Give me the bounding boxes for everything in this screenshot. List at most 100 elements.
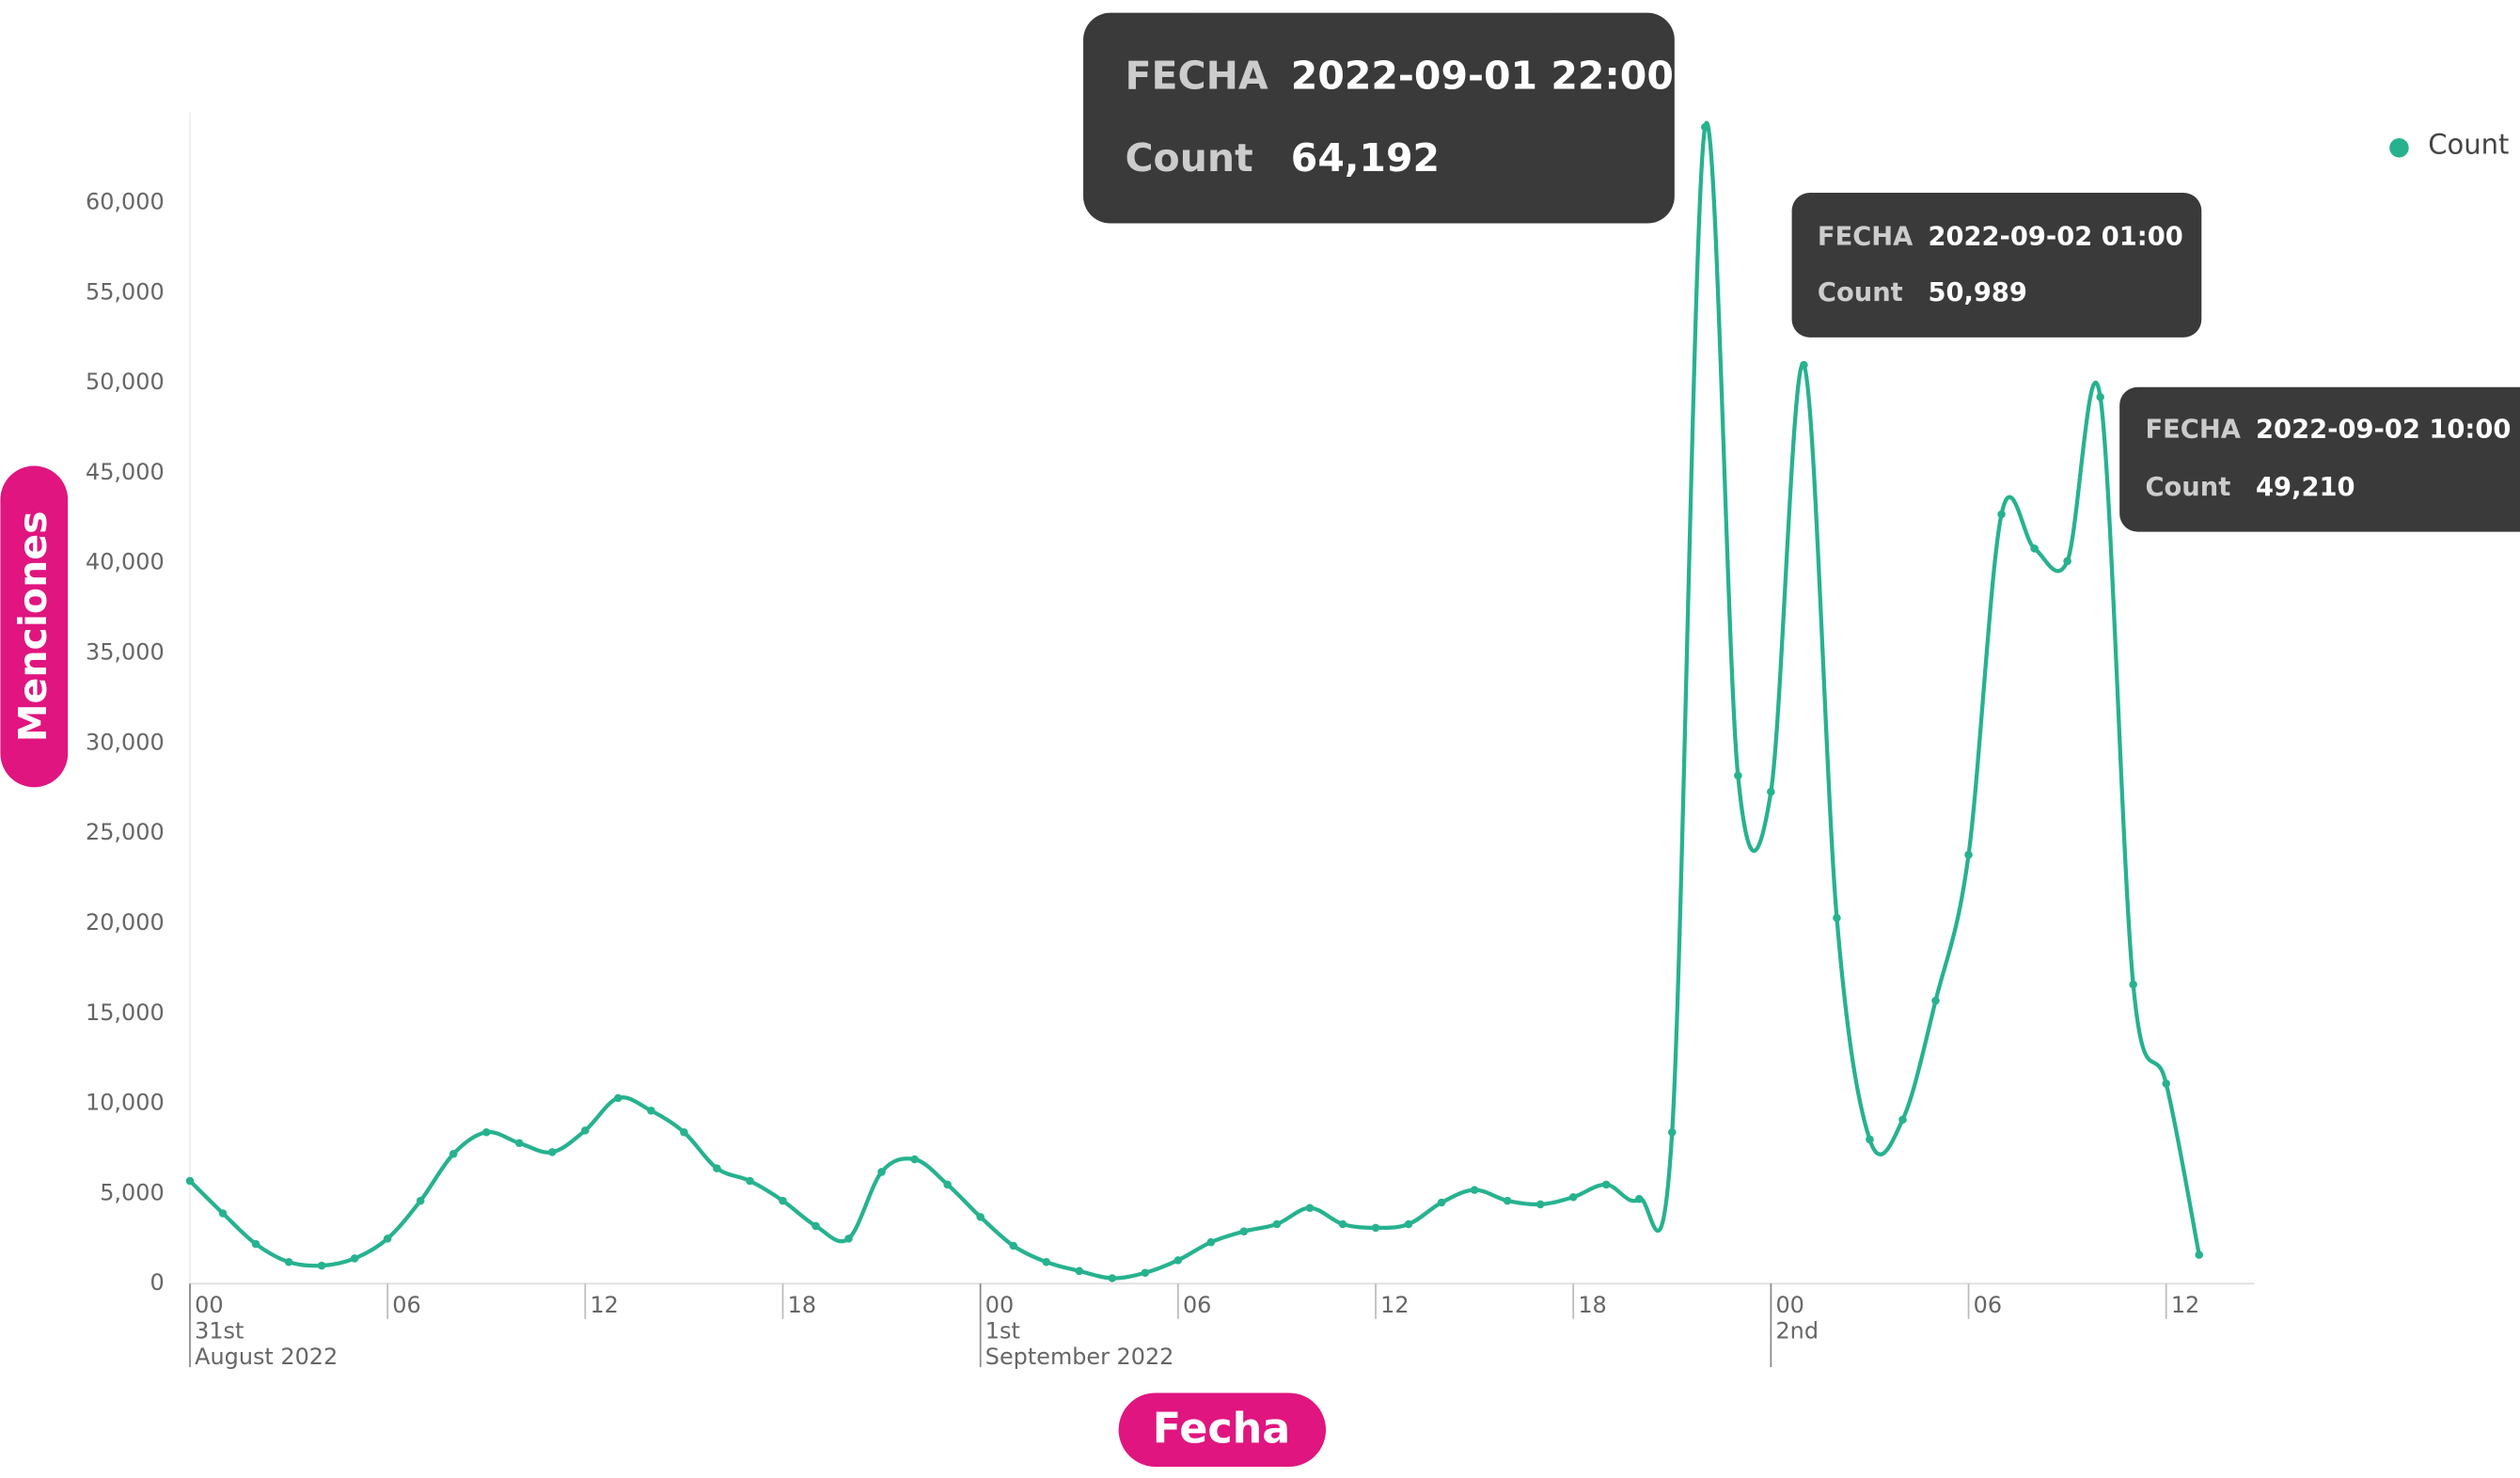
data-point: [811, 1221, 820, 1231]
data-point: [1767, 787, 1775, 796]
tooltip: [2119, 386, 2520, 532]
y-tick-label: 5,000: [100, 1179, 164, 1205]
data-point: [2162, 1079, 2170, 1088]
tooltip: [1083, 12, 1675, 224]
x-tick-label: 18: [1578, 1292, 1606, 1318]
data-point: [1141, 1268, 1150, 1278]
x-label-pill: [1118, 1392, 1327, 1468]
tooltip-count: 50,989: [1928, 278, 2026, 307]
legend-marker: [2389, 137, 2409, 158]
data-point: [218, 1209, 228, 1218]
data-point: [1898, 1115, 1907, 1124]
data-point: [1668, 1128, 1677, 1137]
data-point: [481, 1128, 491, 1137]
y-label-pill: [0, 465, 69, 788]
legend-label: Count: [2428, 128, 2509, 160]
data-point: [877, 1168, 886, 1176]
data-point: [1075, 1266, 1084, 1276]
y-tick-label: 10,000: [86, 1090, 165, 1116]
x-axis-label: Fecha: [1153, 1405, 1291, 1453]
data-point: [449, 1150, 458, 1158]
x-tick-label: 00: [1775, 1292, 1803, 1318]
data-point: [548, 1148, 557, 1156]
x-tick-label: 00: [985, 1292, 1014, 1318]
data-point: [2063, 557, 2071, 566]
y-tick-label: 50,000: [86, 369, 165, 395]
x-tick-label: 12: [590, 1292, 618, 1318]
y-tick-label: 55,000: [86, 278, 165, 305]
data-point: [943, 1180, 952, 1189]
data-point: [680, 1128, 688, 1137]
data-point: [910, 1155, 919, 1164]
tooltip-count: 64,192: [1291, 135, 1440, 181]
data-point: [1239, 1227, 1249, 1235]
data-point: [1568, 1192, 1578, 1202]
tooltip-label: Count: [2145, 473, 2230, 502]
data-point: [1338, 1219, 1347, 1229]
data-point: [1800, 360, 1808, 370]
x-tick-label: 18: [788, 1292, 816, 1318]
data-point: [350, 1254, 359, 1263]
x-tick-label: 06: [392, 1292, 420, 1318]
y-tick-label: 30,000: [86, 729, 165, 755]
y-tick-label: 20,000: [86, 909, 165, 936]
x-group-day: 2nd: [1775, 1318, 1819, 1344]
data-point: [2129, 980, 2137, 989]
x-group-month: August 2022: [195, 1344, 338, 1370]
data-point: [976, 1213, 984, 1221]
data-point: [317, 1261, 326, 1270]
tooltip-date: 2022-09-02 01:00: [1928, 222, 2182, 251]
data-point: [1997, 510, 2006, 519]
data-point: [1305, 1203, 1315, 1213]
data-point: [713, 1164, 721, 1172]
y-tick-label: 0: [150, 1269, 164, 1296]
y-tick-label: 25,000: [86, 819, 165, 845]
tooltip-date: 2022-09-01 22:00: [1291, 54, 1674, 99]
data-point: [1734, 771, 1742, 780]
data-point: [1108, 1274, 1117, 1282]
tooltip-key: FECHA: [1818, 222, 1914, 251]
data-point: [2096, 392, 2104, 401]
data-point: [1601, 1180, 1611, 1189]
y-tick-label: 35,000: [86, 639, 165, 666]
data-point: [614, 1093, 622, 1103]
x-tick-label: 00: [195, 1292, 223, 1318]
data-point: [746, 1176, 754, 1186]
tooltip-label: Count: [1818, 278, 1903, 307]
data-point: [1009, 1241, 1017, 1250]
data-point: [1833, 913, 1841, 922]
data-point: [383, 1234, 392, 1243]
y-axis-label: Menciones: [10, 511, 55, 743]
tooltip-key: FECHA: [2145, 415, 2241, 444]
data-point: [1371, 1223, 1380, 1233]
data-point: [1470, 1186, 1479, 1194]
x-tick-label: 06: [1183, 1292, 1211, 1318]
data-point: [1437, 1198, 1446, 1207]
x-group-day: 31st: [195, 1318, 244, 1344]
data-point: [1634, 1194, 1644, 1203]
tooltip-date: 2022-09-02 10:00: [2256, 415, 2511, 444]
data-point: [251, 1239, 260, 1249]
data-point: [284, 1257, 293, 1266]
tooltip: [1791, 193, 2202, 338]
data-point: [515, 1139, 524, 1148]
data-point: [1931, 997, 1940, 1005]
data-point: [1206, 1237, 1216, 1247]
y-tick-label: 60,000: [86, 188, 165, 214]
data-point: [1701, 122, 1709, 132]
data-point: [1173, 1256, 1183, 1265]
data-point: [416, 1196, 425, 1205]
data-point: [1404, 1219, 1413, 1229]
data-point: [2195, 1250, 2204, 1259]
x-group-month: September 2022: [985, 1344, 1174, 1370]
data-point: [1042, 1257, 1051, 1266]
data-point: [2030, 544, 2039, 553]
data-point: [581, 1126, 590, 1135]
y-tick-label: 15,000: [86, 999, 165, 1026]
y-tick-label: 45,000: [86, 459, 165, 485]
tooltip-key: FECHA: [1125, 54, 1268, 99]
data-point: [185, 1176, 195, 1186]
data-point: [1866, 1135, 1874, 1144]
tooltip-label: Count: [1125, 135, 1252, 181]
